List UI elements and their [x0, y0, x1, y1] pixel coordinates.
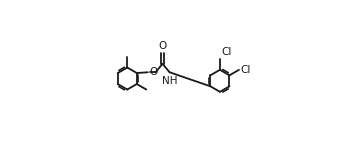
- Text: Cl: Cl: [241, 65, 251, 75]
- Text: Cl: Cl: [221, 47, 232, 57]
- Text: O: O: [159, 41, 167, 51]
- Text: O: O: [149, 67, 157, 77]
- Text: NH: NH: [162, 76, 178, 86]
